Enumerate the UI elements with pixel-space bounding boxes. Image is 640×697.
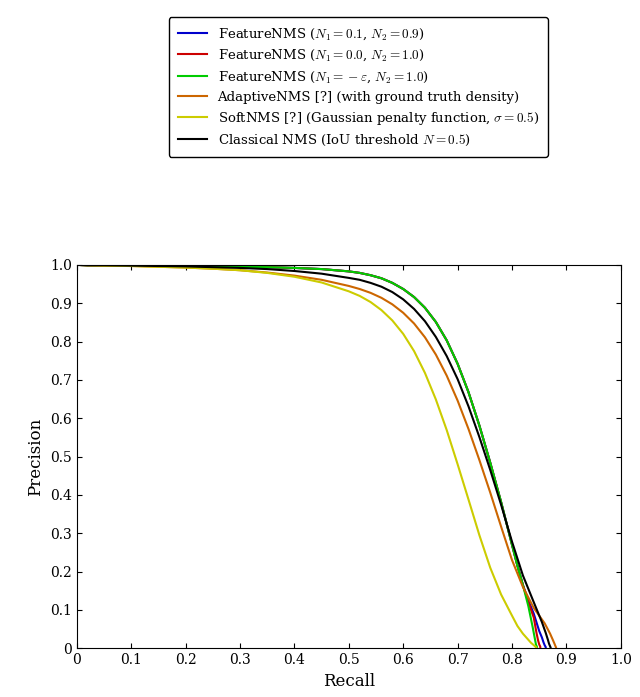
- X-axis label: Recall: Recall: [323, 673, 375, 689]
- Y-axis label: Precision: Precision: [28, 418, 45, 496]
- Legend: FeatureNMS ($N_1 = 0.1$, $N_2 = 0.9$), FeatureNMS ($N_1 = 0.0$, $N_2 = 1.0$), Fe: FeatureNMS ($N_1 = 0.1$, $N_2 = 0.9$), F…: [169, 17, 548, 157]
